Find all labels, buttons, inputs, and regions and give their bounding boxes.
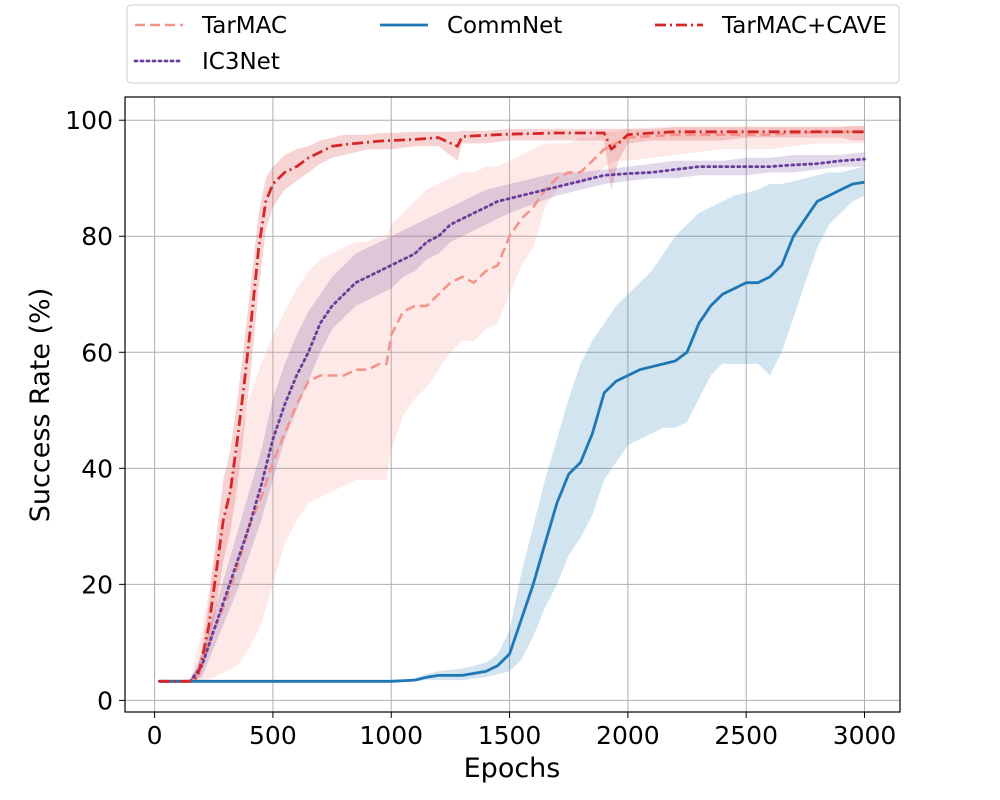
band-ic3net — [159, 152, 865, 682]
line-commnet — [159, 180, 865, 683]
legend-label-tarmac-cave: TarMAC+CAVE — [721, 13, 887, 39]
y-tick-label: 20 — [81, 570, 113, 599]
line-tarmac — [159, 130, 865, 683]
confidence-bands — [159, 126, 865, 683]
y-tick-label: 80 — [81, 222, 113, 251]
legend: TarMAC IC3Net CommNet TarMAC+CAVE — [126, 4, 900, 84]
axis-ticks: 0 500 1000 1500 2000 2500 3000 0 20 40 60 80 100 — [65, 106, 896, 750]
x-tick-label: 3000 — [833, 721, 897, 750]
x-tick-label: 2000 — [596, 721, 660, 750]
y-tick-label: 60 — [81, 338, 113, 367]
line-tarmac-cave — [159, 130, 865, 683]
legend-label-tarmac: TarMAC — [201, 13, 287, 39]
x-axis-title: Epochs — [464, 753, 561, 784]
x-tick-label: 500 — [249, 721, 297, 750]
y-axis-title: Success Rate (%) — [25, 288, 56, 522]
plot-area-frame — [124, 96, 901, 713]
band-tarmac — [159, 126, 865, 683]
y-tick-label: 0 — [97, 686, 113, 715]
x-tick-label: 1000 — [359, 721, 423, 750]
legend-frame — [126, 4, 900, 84]
x-tick-label: 1500 — [478, 721, 542, 750]
x-tick-label: 0 — [147, 721, 163, 750]
x-tick-label: 2500 — [714, 721, 778, 750]
y-tick-label: 40 — [81, 454, 113, 483]
y-tick-label: 100 — [65, 106, 113, 135]
series-lines — [157, 130, 866, 683]
legend-label-commnet: CommNet — [447, 13, 562, 39]
band-commnet — [159, 166, 865, 682]
grid-layer — [125, 97, 900, 712]
line-ic3net — [157, 157, 866, 683]
legend-label-ic3net: IC3Net — [202, 49, 280, 75]
